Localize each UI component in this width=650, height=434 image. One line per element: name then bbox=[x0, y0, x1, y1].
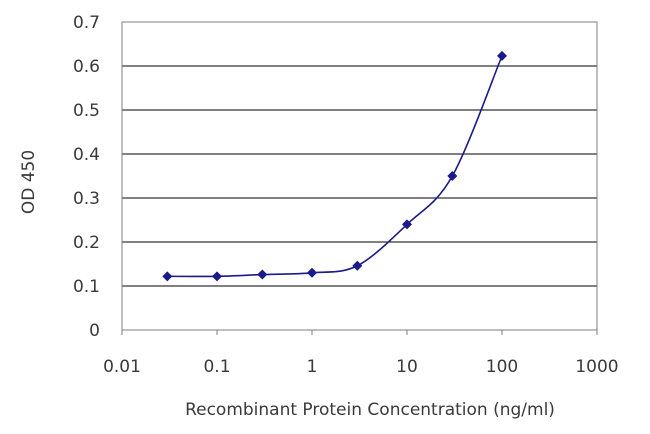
data-point bbox=[447, 171, 458, 181]
x-tick-label: 0.01 bbox=[103, 357, 141, 377]
y-tick-label: 0.3 bbox=[73, 189, 100, 209]
x-tick-marks bbox=[121, 330, 598, 335]
x-tick-label: 1000 bbox=[575, 357, 618, 377]
gridlines bbox=[122, 21, 597, 287]
x-axis-title: Recombinant Protein Concentration (ng/ml… bbox=[185, 400, 555, 420]
x-tick-label: 0.1 bbox=[203, 357, 230, 377]
x-tick-label: 100 bbox=[486, 357, 518, 377]
plot-area bbox=[121, 21, 598, 331]
y-tick-label: 0 bbox=[89, 321, 100, 341]
y-tick-labels: 0 0.1 0.2 0.3 0.4 0.5 0.6 0.7 bbox=[73, 13, 100, 341]
data-point bbox=[307, 267, 317, 278]
y-tick-label: 0.5 bbox=[73, 101, 100, 121]
series-line bbox=[167, 55, 503, 278]
data-point bbox=[212, 271, 222, 282]
data-point bbox=[402, 219, 412, 230]
y-tick-label: 0.4 bbox=[73, 145, 100, 165]
y-tick-label: 0.1 bbox=[73, 277, 100, 297]
x-tick-label: 1 bbox=[307, 357, 318, 377]
y-tick-label: 0.6 bbox=[73, 57, 100, 77]
data-point bbox=[257, 269, 268, 280]
y-axis-title: OD 450 bbox=[19, 150, 39, 214]
data-point bbox=[352, 260, 363, 271]
x-tick-label: 10 bbox=[396, 357, 418, 377]
x-tick-labels: 0.01 0.1 1 10 100 1000 bbox=[103, 357, 619, 377]
y-tick-label: 0.2 bbox=[73, 233, 100, 253]
y-tick-label: 0.7 bbox=[73, 13, 100, 33]
data-point bbox=[497, 50, 507, 61]
data-markers bbox=[162, 50, 507, 282]
data-point bbox=[162, 271, 173, 282]
